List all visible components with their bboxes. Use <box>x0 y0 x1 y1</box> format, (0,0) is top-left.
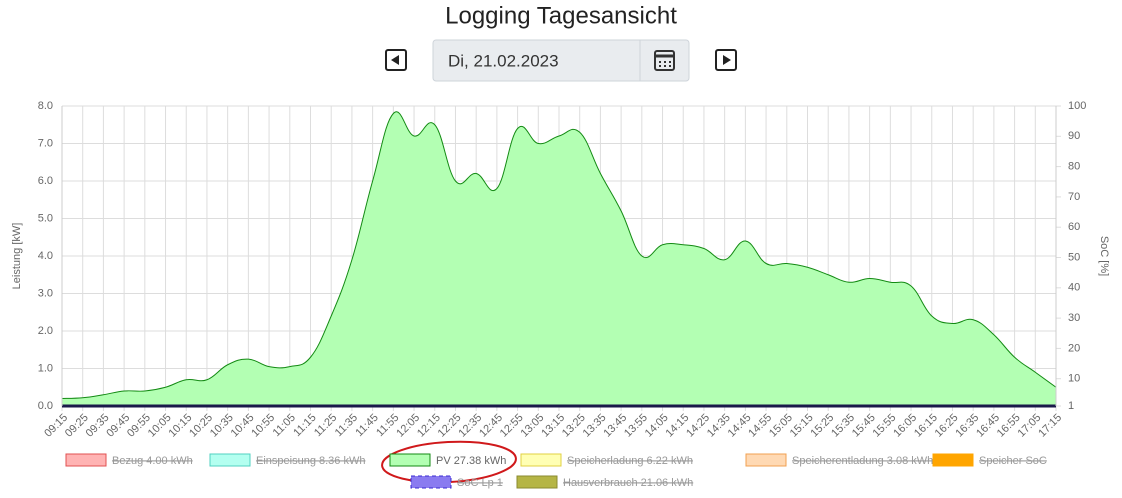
legend-item[interactable]: Einspeisung 8.36 kWh <box>209 453 365 467</box>
line <box>61 111 1057 399</box>
y-tick-label: 4.0 <box>38 250 53 262</box>
legend-item[interactable]: Bezug 4.00 kWh <box>65 453 193 467</box>
x-tick-label: 10:55 <box>249 412 277 440</box>
legend-item[interactable]: Speicher SoC <box>932 453 1047 467</box>
x-tick-label: 11:45 <box>353 412 380 439</box>
y2-tick-label: 20 <box>1068 342 1080 354</box>
legend-label: Speicher SoC <box>979 455 1047 467</box>
legend-label: Hausverbrauch 21.06 kWh <box>563 477 693 489</box>
x-tick-label: 11:05 <box>271 412 298 439</box>
y2-tick-label: 90 <box>1068 130 1080 142</box>
x-tick-label: 11:15 <box>291 412 318 439</box>
legend-swatch <box>516 475 558 489</box>
plot: 0.0 1.0 2.0 3.0 4.0 5.0 6.0 7.0 8.0 1 10 20 30 40 50 60… <box>38 100 1087 440</box>
next-day-button[interactable] <box>715 49 737 71</box>
date-field[interactable] <box>432 39 690 82</box>
date-text: Di, 21.02.2023 <box>448 51 559 70</box>
y2-tick-label: 40 <box>1068 282 1080 294</box>
y-tick-label: 2.0 <box>38 325 53 337</box>
y2-tick-label: 10 <box>1068 373 1080 385</box>
legend-label: Bezug 4.00 kWh <box>112 455 193 467</box>
y-tick-label: 7.0 <box>38 137 53 149</box>
legend-label: Einspeisung 8.36 kWh <box>256 455 365 467</box>
y2-tick-label: 1 <box>1068 400 1074 412</box>
y2-tick-label: 70 <box>1068 191 1080 203</box>
y2-tick-label: 60 <box>1068 221 1080 233</box>
legend-swatch <box>209 453 251 467</box>
legend-swatch <box>520 453 562 467</box>
legend-label: Speicherladung 6.22 kWh <box>567 455 693 467</box>
area <box>62 111 1056 407</box>
y2-tick-label: 80 <box>1068 161 1080 173</box>
legend-label: SoC Lp 1 <box>457 477 503 489</box>
y-tick-label: 5.0 <box>38 212 53 224</box>
x-tick-label: 11:25 <box>312 412 339 439</box>
legend-item[interactable]: PV 27.38 kWh <box>389 453 506 467</box>
y-tick-label: 1.0 <box>38 362 53 374</box>
legend-item[interactable]: Speicherladung 6.22 kWh <box>520 453 693 467</box>
y2-axis-label: SoC [%] <box>1098 236 1110 276</box>
legend-label: PV 27.38 kWh <box>436 455 506 467</box>
legend-swatch <box>410 475 452 489</box>
legend-swatch <box>932 453 974 467</box>
legend-label: Speicherentladung 3.08 kWh <box>792 455 933 467</box>
x-tick-label: 11:35 <box>333 412 360 439</box>
y-tick-label: 0.0 <box>38 400 53 412</box>
x-tick-label: 17:15 <box>1036 412 1064 440</box>
legend-swatch <box>745 453 787 467</box>
prev-day-button[interactable] <box>385 49 407 71</box>
page-title: Logging Tagesansicht <box>445 2 677 29</box>
y-tick-label: 3.0 <box>38 287 53 299</box>
y-tick-label: 8.0 <box>38 100 53 112</box>
legend-swatch <box>389 453 431 467</box>
legend-item[interactable]: SoC Lp 1 <box>410 475 503 489</box>
y-axis-label: Leistung [kW] <box>11 223 23 290</box>
legend-swatch <box>65 453 107 467</box>
calendar-button[interactable] <box>654 50 675 71</box>
y2-tick-label: 100 <box>1068 100 1086 112</box>
y-tick-label: 6.0 <box>38 175 53 187</box>
legend-item[interactable]: Speicherentladung 3.08 kWh <box>745 453 933 467</box>
legend-item[interactable]: Hausverbrauch 21.06 kWh <box>516 475 693 489</box>
y2-tick-label: 50 <box>1068 251 1080 263</box>
y2-tick-label: 30 <box>1068 312 1080 324</box>
